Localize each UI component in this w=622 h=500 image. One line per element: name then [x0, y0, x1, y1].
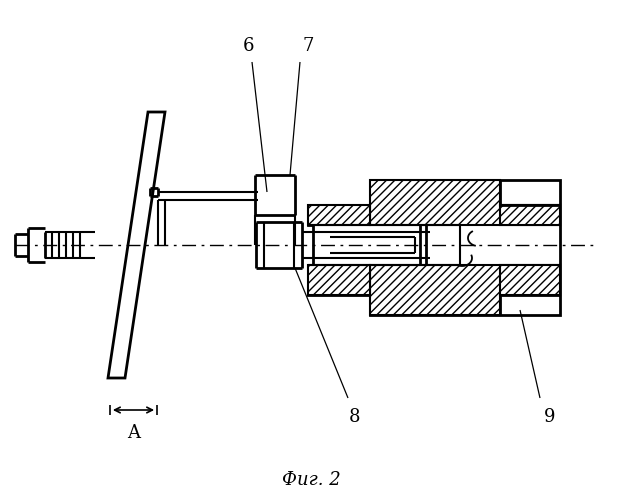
Polygon shape: [308, 265, 370, 295]
Polygon shape: [500, 265, 560, 295]
Text: 9: 9: [544, 408, 555, 426]
Polygon shape: [108, 112, 165, 378]
Polygon shape: [370, 265, 560, 315]
Text: A: A: [127, 424, 140, 442]
Polygon shape: [370, 180, 560, 225]
Polygon shape: [500, 205, 560, 225]
Polygon shape: [308, 180, 560, 315]
Text: 8: 8: [349, 408, 361, 426]
Text: 7: 7: [302, 37, 313, 55]
Text: 6: 6: [242, 37, 254, 55]
Polygon shape: [308, 205, 370, 225]
Text: Фиг. 2: Фиг. 2: [282, 471, 340, 489]
